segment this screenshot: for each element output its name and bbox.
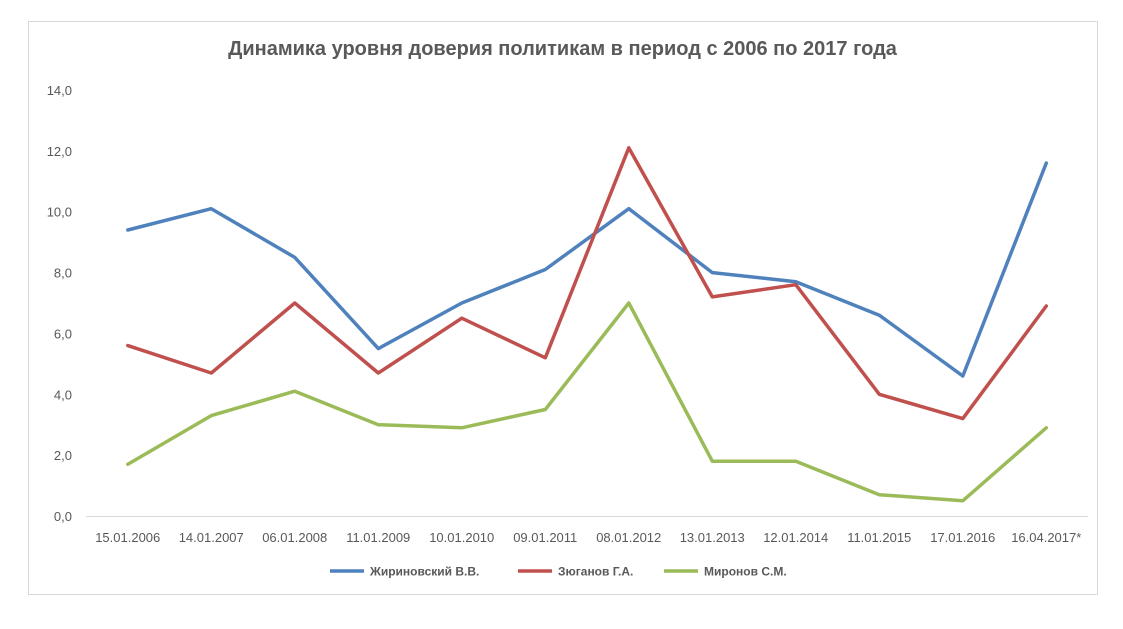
y-tick-label: 12,0 [47,144,72,159]
series-lines [126,146,1049,503]
legend-label-3: Миронов С.М. [704,565,787,579]
x-tick-label: 15.01.2006 [95,530,160,545]
x-tick-label: 11.01.2009 [346,530,410,545]
x-tick-label: 11.01.2015 [847,530,911,545]
series-line-1 [126,161,1049,378]
legend-label-1: Жириновский В.В. [369,565,479,579]
legend: Жириновский В.В. Зюганов Г.А. Миронов С.М. [330,565,787,579]
x-tick-label: 13.01.2013 [680,530,745,545]
x-axis-ticks: 15.01.2006 14.01.2007 06.01.2008 11.01.2009… [95,530,1081,545]
x-tick-label: 12.01.2014 [763,530,828,545]
y-tick-label: 10,0 [47,205,72,220]
y-axis-ticks: 0,0 2,0 4,0 6,0 8,0 10,0 12,0 14,0 [47,83,72,524]
x-tick-label: 09.01.2011 [513,530,577,545]
y-tick-label: 4,0 [54,387,72,402]
x-tick-label: 16.04.2017* [1011,530,1081,545]
x-tick-label: 10.01.2010 [429,530,494,545]
x-tick-label: 17.01.2016 [930,530,995,545]
y-tick-label: 2,0 [54,448,72,463]
legend-label-2: Зюганов Г.А. [558,565,633,579]
y-tick-label: 6,0 [54,326,72,341]
chart-title: Динамика уровня доверия политикам в пери… [228,38,897,60]
series-line-2 [126,146,1049,421]
x-tick-label: 14.01.2007 [179,530,244,545]
x-tick-label: 06.01.2008 [262,530,327,545]
y-tick-label: 0,0 [54,509,72,524]
series-line-3 [126,301,1049,503]
y-tick-label: 8,0 [54,266,72,281]
x-tick-label: 08.01.2012 [596,530,661,545]
y-tick-label: 14,0 [47,83,72,98]
